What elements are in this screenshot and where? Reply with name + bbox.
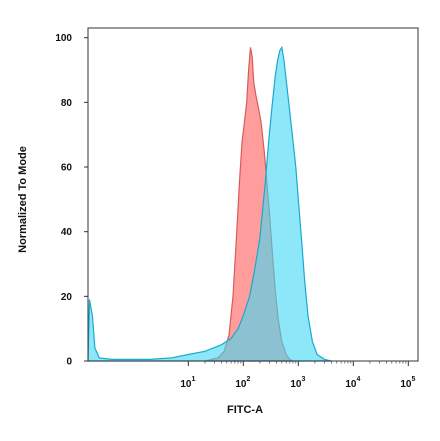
- y-tick-label: 100: [55, 33, 72, 44]
- y-tick-label: 20: [61, 292, 73, 303]
- histogram-series-2: [87, 45, 332, 362]
- x-tick-label: 105: [400, 376, 415, 390]
- y-axis-ticks: 0 20 40 60 80 100: [55, 33, 88, 368]
- plot-frame: [87, 27, 419, 362]
- series-layer: [87, 45, 332, 362]
- y-axis-label: Normalized To Mode: [17, 146, 29, 253]
- x-tick-label: 102: [235, 376, 250, 390]
- y-tick-label: 0: [66, 357, 72, 368]
- x-tick-label: 103: [290, 376, 305, 390]
- x-axis-label: FITC-A: [227, 404, 263, 416]
- x-tick-label: 104: [345, 376, 360, 390]
- x-axis-ticks: 101 102 103 104 105: [180, 361, 415, 390]
- x-tick-label: 101: [180, 376, 195, 390]
- y-tick-label: 40: [61, 227, 73, 238]
- y-tick-label: 60: [61, 163, 73, 174]
- y-tick-label: 80: [61, 98, 73, 109]
